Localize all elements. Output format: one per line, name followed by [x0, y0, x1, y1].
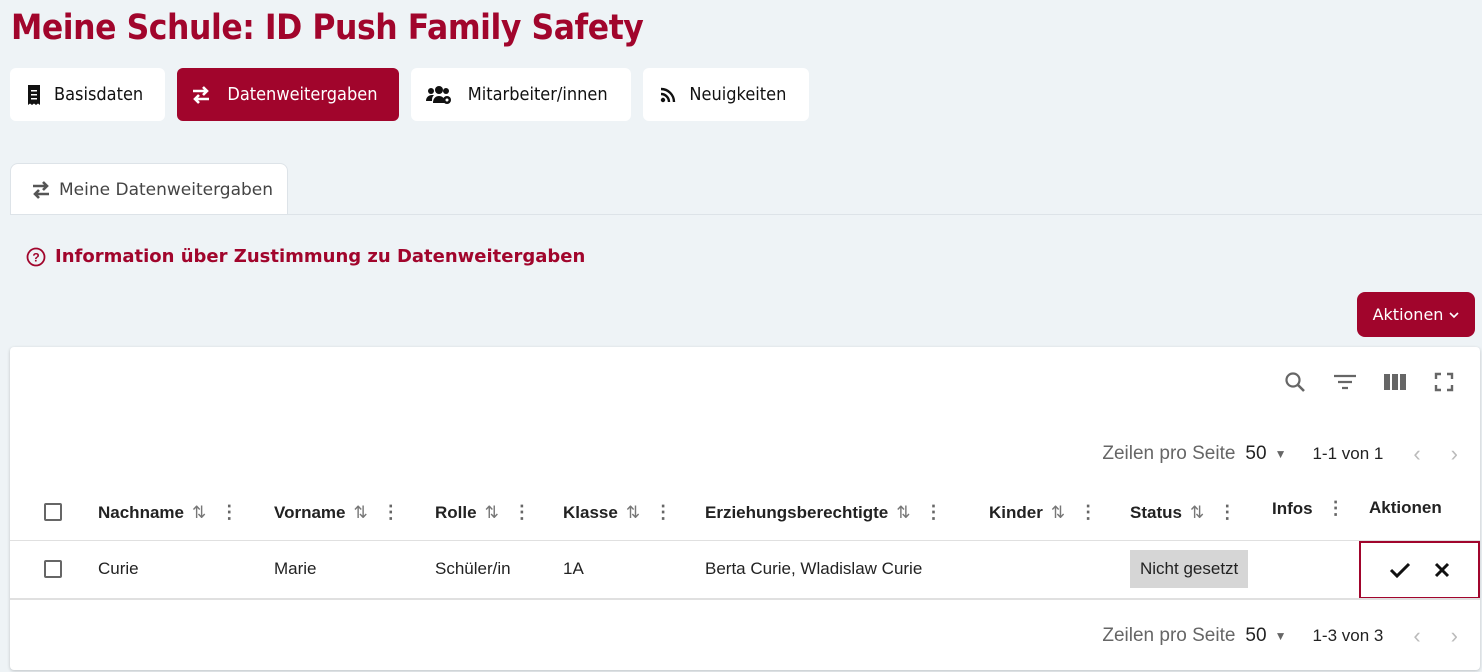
columns-button[interactable]: [1382, 369, 1408, 395]
sort-icon[interactable]: ⇅: [896, 502, 911, 522]
search-button[interactable]: [1282, 369, 1308, 395]
cell-nachname: Curie: [98, 559, 139, 578]
col-label: Aktionen: [1369, 498, 1442, 517]
rows-per-page-select[interactable]: 50: [1245, 443, 1267, 464]
column-menu-icon[interactable]: ⋮: [1218, 502, 1237, 522]
cell-vorname: Marie: [274, 559, 317, 578]
nav-mitarbeiter[interactable]: Mitarbeiter/innen: [411, 68, 631, 121]
users-cog-icon: [426, 85, 452, 104]
col-klasse[interactable]: Klasse ⇅ ⋮: [563, 502, 672, 523]
check-icon[interactable]: [1389, 561, 1411, 579]
next-page-button[interactable]: ›: [1450, 623, 1458, 648]
col-label: Vorname: [274, 502, 346, 522]
column-menu-icon[interactable]: ⋮: [654, 502, 673, 522]
caret-down-icon[interactable]: ▼: [1274, 629, 1287, 643]
tab-label: Meine Datenweitergaben: [59, 179, 274, 200]
sort-icon[interactable]: ⇅: [1050, 502, 1066, 522]
search-icon: [1285, 372, 1305, 392]
view-column-icon: [1384, 374, 1406, 390]
col-label: Nachname: [98, 502, 184, 522]
tab-meine-datenweitergaben[interactable]: Meine Datenweitergaben: [10, 163, 288, 215]
close-icon[interactable]: [1433, 561, 1451, 579]
caret-down-icon[interactable]: ▼: [1274, 447, 1287, 461]
prev-page-button[interactable]: ‹: [1413, 441, 1421, 466]
sort-icon[interactable]: ⇅: [353, 502, 368, 522]
fullscreen-button[interactable]: [1431, 369, 1457, 395]
rss-icon: [660, 87, 676, 102]
nav-label: Datenweitergaben: [226, 84, 378, 105]
nav-basisdaten[interactable]: Basisdaten: [10, 68, 165, 121]
col-label: Infos: [1272, 498, 1313, 518]
aktionen-label: Aktionen: [1372, 305, 1444, 324]
cell-klasse: 1A: [563, 559, 584, 578]
tab-divider: [10, 214, 1482, 215]
column-menu-icon[interactable]: ⋮: [1326, 498, 1345, 518]
select-all-checkbox[interactable]: [44, 503, 62, 521]
info-link[interactable]: ? Information über Zustimmung zu Datenwe…: [26, 246, 585, 267]
info-link-label: Information über Zustimmung zu Datenweit…: [55, 246, 586, 267]
rows-per-page-select[interactable]: 50: [1245, 625, 1267, 646]
column-menu-icon[interactable]: ⋮: [924, 502, 943, 522]
col-aktionen: Aktionen: [1369, 498, 1442, 518]
sort-icon[interactable]: ⇅: [1189, 502, 1205, 522]
data-table: Zeilen pro Seite 50 ▼ 1-1 von 1 ‹ › Nach…: [10, 347, 1480, 670]
col-label: Kinder: [989, 502, 1043, 522]
page-range: 1-1 von 1: [1312, 444, 1384, 463]
col-label: Erziehungsberechtigte: [705, 502, 889, 522]
status-badge: Nicht gesetzt: [1130, 550, 1249, 588]
header-divider: [10, 540, 1480, 541]
prev-page-button[interactable]: ‹: [1413, 623, 1421, 648]
nav-label: Mitarbeiter/innen: [468, 84, 608, 105]
col-erziehungsberechtigte[interactable]: Erziehungsberechtigte ⇅ ⋮: [705, 502, 943, 523]
column-menu-icon[interactable]: ⋮: [512, 502, 531, 522]
column-menu-icon[interactable]: ⋮: [1079, 502, 1098, 522]
nav-neuigkeiten[interactable]: Neuigkeiten: [643, 68, 809, 121]
receipt-icon: [27, 84, 40, 105]
col-vorname[interactable]: Vorname ⇅ ⋮: [274, 502, 400, 523]
rows-per-page-label: Zeilen pro Seite: [1102, 443, 1236, 464]
exchange-icon: [192, 85, 209, 104]
fullscreen-icon: [1434, 372, 1454, 392]
nav-label: Basisdaten: [53, 84, 144, 105]
chevron-down-icon: [1449, 311, 1459, 318]
nav-label: Neuigkeiten: [689, 84, 787, 105]
page-range: 1-3 von 3: [1312, 626, 1384, 645]
col-infos[interactable]: Infos ⋮: [1272, 498, 1345, 519]
column-menu-icon[interactable]: ⋮: [220, 502, 239, 522]
col-status[interactable]: Status ⇅ ⋮: [1130, 502, 1236, 523]
filter-button[interactable]: [1332, 369, 1358, 395]
column-menu-icon[interactable]: ⋮: [381, 502, 400, 522]
col-nachname[interactable]: Nachname ⇅ ⋮: [98, 502, 238, 523]
filter-list-icon: [1334, 374, 1356, 390]
row-divider: [10, 598, 1480, 600]
col-label: Rolle: [435, 502, 477, 522]
col-rolle[interactable]: Rolle ⇅ ⋮: [435, 502, 531, 523]
cell-rolle: Schüler/in: [435, 559, 511, 578]
rows-per-page-label: Zeilen pro Seite: [1102, 625, 1236, 646]
cell-erziehungsberechtigte: Berta Curie, Wladislaw Curie: [705, 559, 923, 578]
pagination-top: Zeilen pro Seite 50 ▼ 1-1 von 1 ‹ ›: [1102, 441, 1458, 467]
exchange-icon: [33, 180, 49, 199]
svg-text:?: ?: [32, 250, 39, 264]
col-label: Klasse: [563, 502, 618, 522]
page-title: Meine Schule: ID Push Family Safety: [11, 8, 644, 48]
row-actions: [1359, 541, 1480, 599]
row-checkbox[interactable]: [44, 560, 62, 578]
nav-datenweitergaben[interactable]: Datenweitergaben: [177, 68, 399, 121]
sort-icon[interactable]: ⇅: [625, 502, 641, 522]
col-kinder[interactable]: Kinder ⇅ ⋮: [989, 502, 1097, 523]
next-page-button[interactable]: ›: [1450, 441, 1458, 466]
pagination-bottom: Zeilen pro Seite 50 ▼ 1-3 von 3 ‹ ›: [1102, 623, 1458, 649]
aktionen-dropdown-button[interactable]: Aktionen: [1357, 292, 1475, 337]
col-label: Status: [1130, 502, 1182, 522]
sort-icon[interactable]: ⇅: [191, 502, 207, 522]
sort-icon[interactable]: ⇅: [484, 502, 499, 522]
question-circle-icon: ?: [26, 247, 46, 266]
